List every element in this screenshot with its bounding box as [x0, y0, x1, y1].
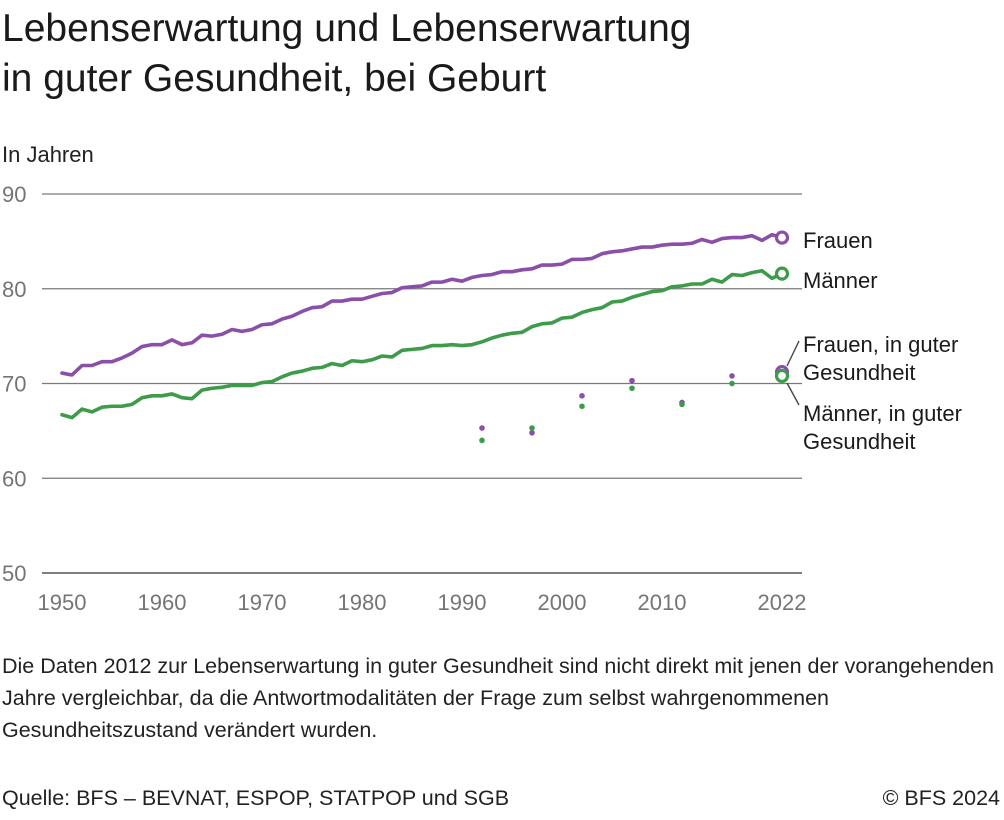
- x-tick-label: 1960: [138, 590, 187, 615]
- source-text: Quelle: BFS – BEVNAT, ESPOP, STATPOP und…: [2, 786, 510, 810]
- y-tick-labels: 90 80 70 60 50: [2, 182, 26, 586]
- y-tick-label: 80: [2, 277, 26, 302]
- leader-line: [786, 382, 800, 406]
- health-point: [679, 401, 685, 408]
- x-tick-labels: 1950 1960 1970 1980 1990 2000 2010 2022: [38, 590, 807, 615]
- title-line-2: in guter Gesundheit, bei Geburt: [2, 57, 547, 100]
- x-tick-label: 1990: [438, 590, 487, 615]
- health-point: [529, 425, 535, 431]
- y-tick-label: 60: [2, 466, 26, 491]
- chart-title: Lebenserwartung und Lebenserwartung in g…: [2, 4, 992, 104]
- x-tick-label: 2010: [638, 590, 687, 615]
- y-tick-label: 50: [2, 561, 26, 586]
- y-tick-label: 70: [2, 372, 26, 397]
- health-point: [629, 385, 635, 392]
- series-label: Männer, in guter: [803, 401, 962, 426]
- x-tick-label: 2022: [758, 590, 807, 615]
- end-marker: [774, 266, 790, 281]
- series-labels: Frauen Männer Frauen, in guter Gesundheit Mä…: [786, 228, 962, 454]
- footnote: Die Daten 2012 zur Lebenserwartung in gu…: [2, 654, 995, 742]
- x-tick-label: 2000: [538, 590, 587, 615]
- health-point: [729, 380, 735, 387]
- series-line-frauen: [60, 232, 784, 377]
- health-point: [479, 437, 485, 444]
- copyright-text: © BFS 2024: [882, 786, 1000, 810]
- series-label: Gesundheit: [803, 429, 916, 454]
- gridlines: [42, 193, 802, 574]
- life-expectancy-chart: 90 80 70 60 50 1950 1960 1970 1980 1990 2000 2010 2…: [2, 182, 962, 615]
- x-tick-label: 1970: [238, 590, 287, 615]
- health-point: [529, 429, 535, 436]
- end-marker: [774, 230, 790, 245]
- leader-line: [786, 340, 800, 367]
- series-label: Frauen: [803, 228, 873, 253]
- series-label: Frauen, in guter: [803, 332, 958, 357]
- series-label: Männer: [803, 268, 878, 293]
- series-label: Gesundheit: [803, 360, 916, 385]
- x-tick-label: 1980: [338, 590, 387, 615]
- health-points: [479, 373, 735, 444]
- series-lines: [60, 232, 784, 420]
- health-point: [629, 377, 635, 384]
- health-point: [579, 393, 585, 399]
- title-line-1: Lebenserwartung und Lebenserwartung: [2, 7, 692, 50]
- series-line-maenner: [60, 268, 784, 420]
- health-point: [729, 373, 735, 379]
- health-point: [479, 425, 485, 431]
- end-markers: [774, 230, 790, 384]
- end-marker: [774, 368, 790, 384]
- y-tick-label: 90: [2, 182, 26, 207]
- y-axis-label: In Jahren: [2, 142, 94, 167]
- health-point: [579, 403, 585, 410]
- x-tick-label: 1950: [38, 590, 87, 615]
